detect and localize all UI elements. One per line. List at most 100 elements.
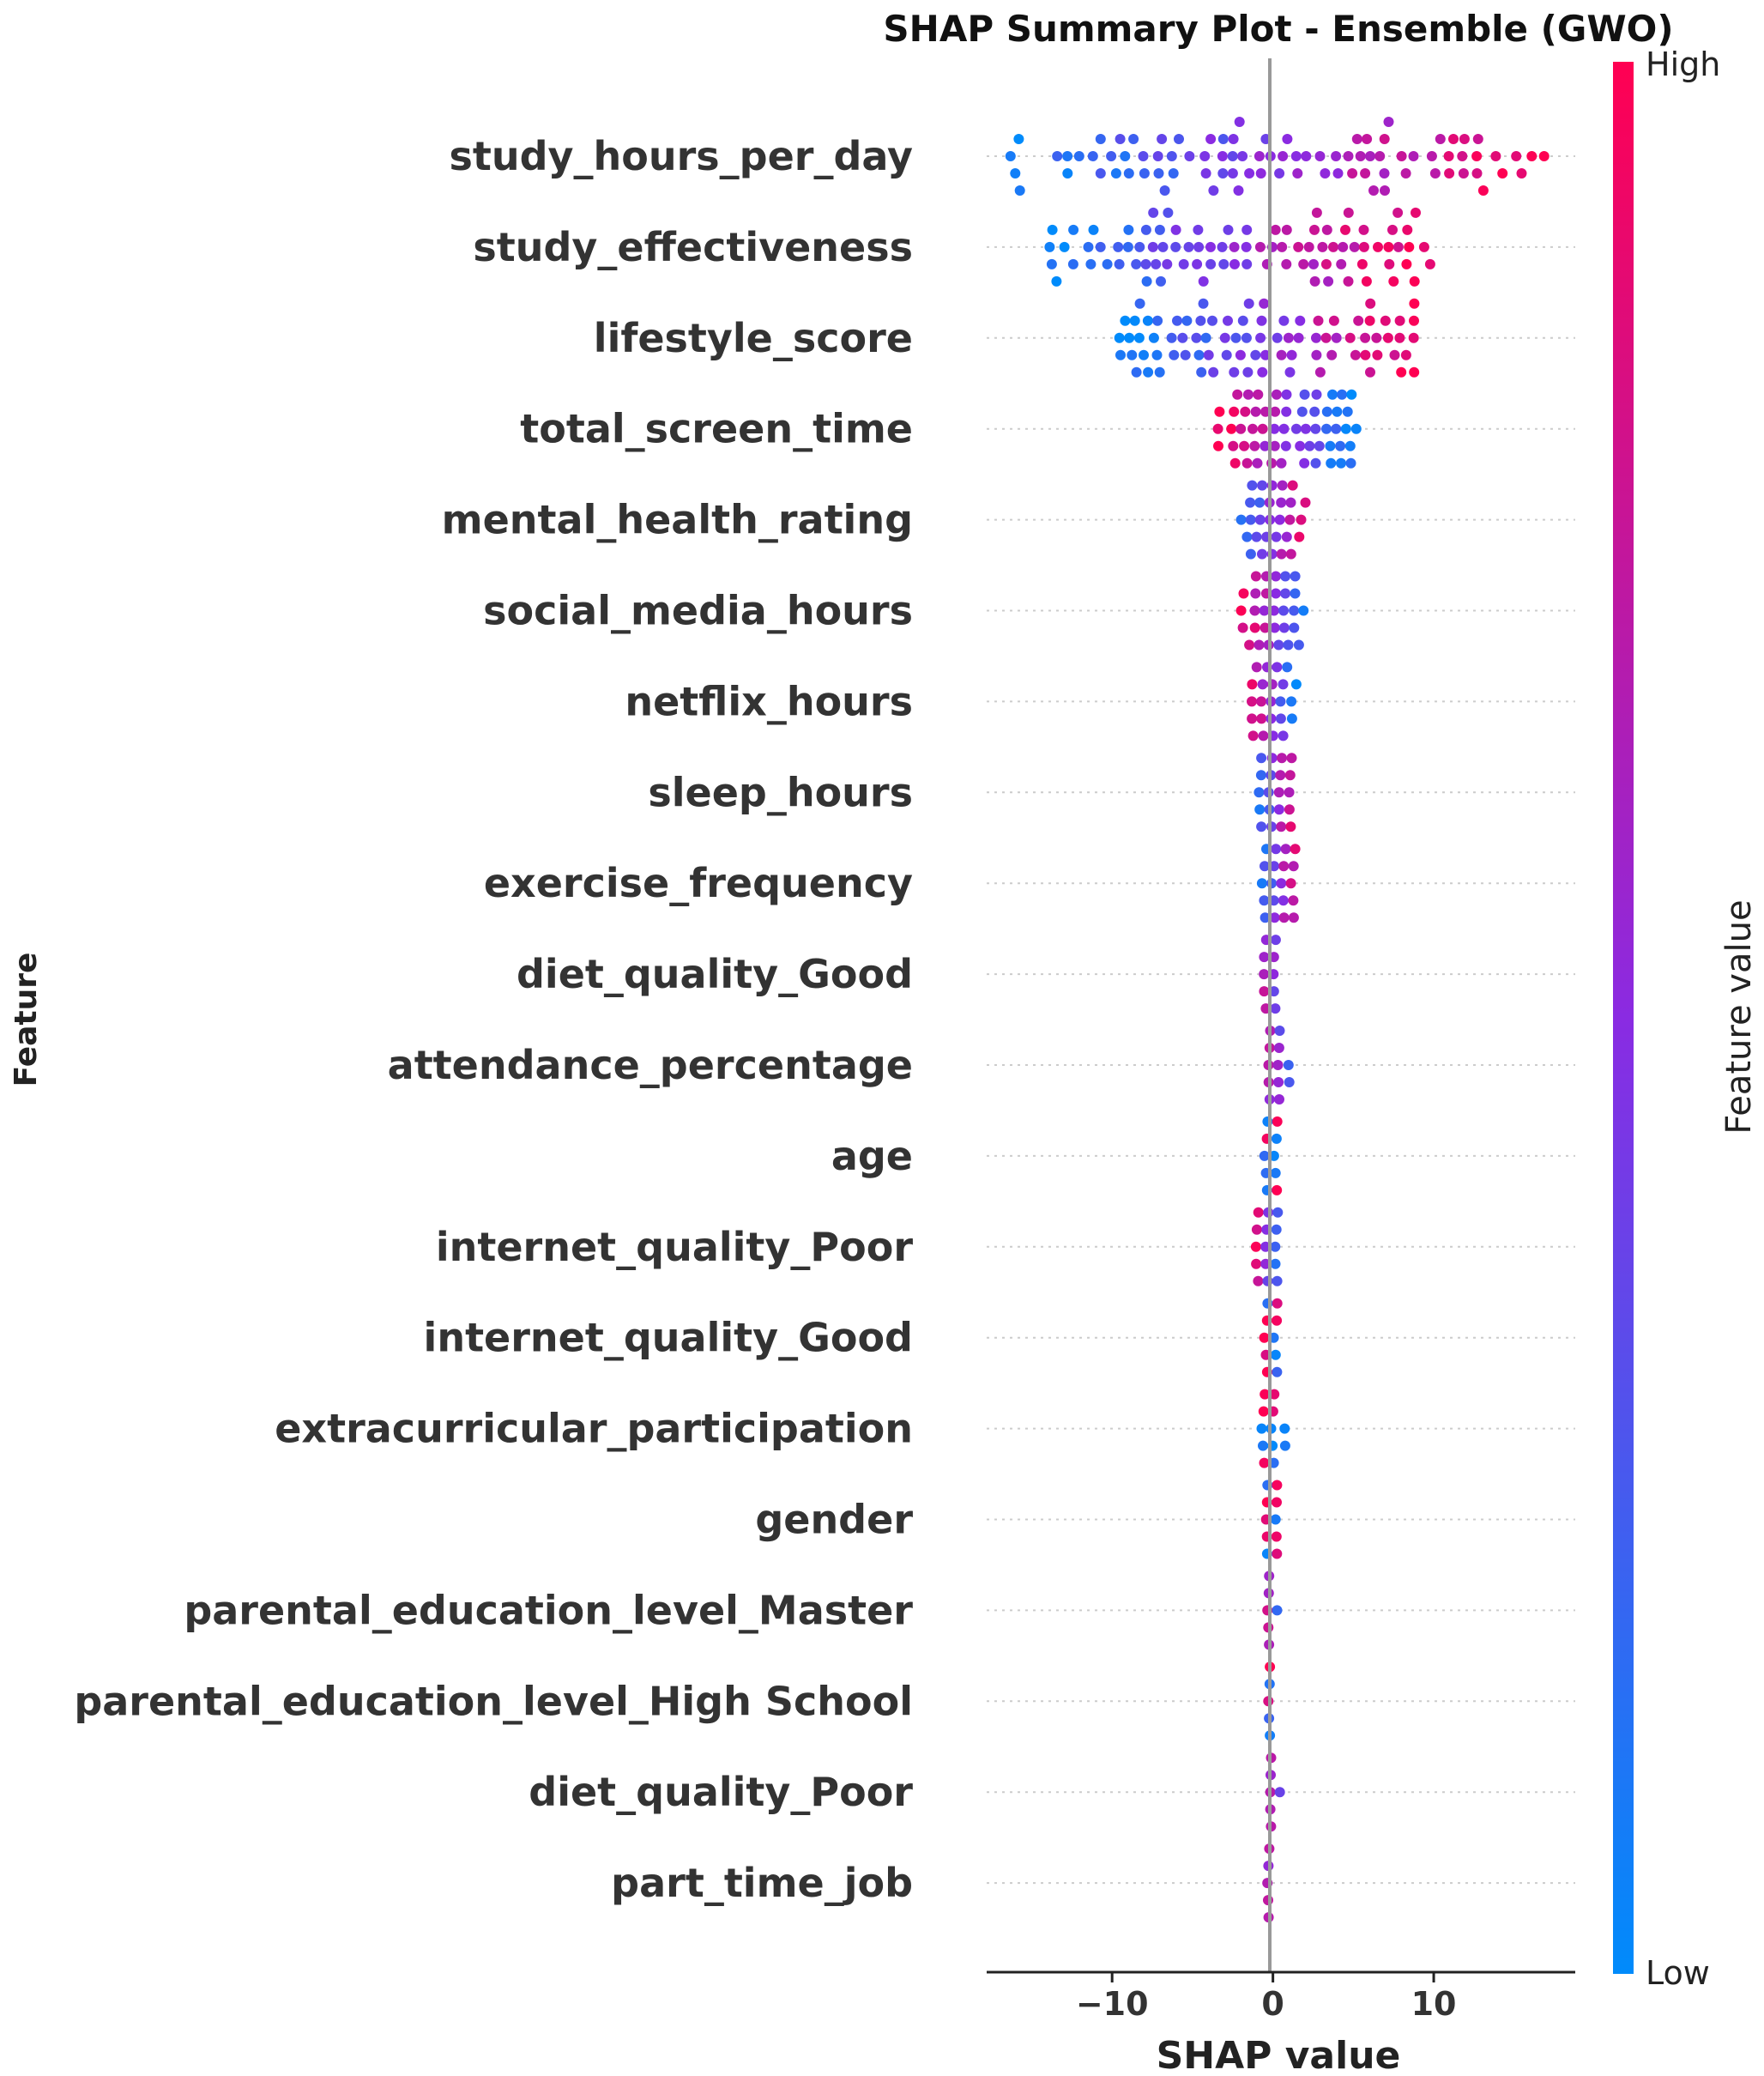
shap-point [1229,457,1241,469]
shap-point [1349,241,1360,252]
shap-point [1317,241,1328,252]
shap-point [1294,531,1305,542]
shap-point [1273,639,1284,651]
shap-point [1278,895,1289,906]
shap-point [1270,935,1281,946]
shap-point [1120,315,1131,326]
shap-point [1147,241,1158,252]
shap-point [1284,787,1295,798]
shap-point [1221,349,1232,360]
shap-point [1444,168,1455,179]
shap-point [1365,151,1375,161]
shap-point [1327,389,1338,400]
shap-point [1286,349,1297,360]
shap-point [1361,275,1372,287]
shap-point [1258,730,1269,741]
shap-point [1235,349,1246,360]
shap-point [1271,844,1282,855]
shap-point [1205,134,1217,144]
shap-point [1288,861,1299,872]
shap-point [1257,423,1268,434]
shap-point [1344,332,1356,343]
shap-point [1290,423,1302,434]
shap-point [1344,440,1356,451]
shap-point [1133,332,1145,343]
shap-point [1287,480,1298,491]
shap-point [1335,440,1346,451]
shap-point [1266,878,1278,889]
shap-point [1250,571,1261,582]
shap-point [1331,332,1342,343]
shap-point [1271,531,1282,542]
shap-point [1426,151,1437,161]
shap-point [1241,241,1252,252]
shap-point [1254,497,1266,508]
colorbar-low-label: Low [1646,1954,1710,1992]
shap-point [1272,1207,1284,1218]
shap-point [1212,423,1223,434]
shap-point [1311,332,1321,343]
feature-label: internet_quality_Poor [436,1224,913,1270]
shap-point [1278,151,1289,161]
shap-point [1290,679,1302,690]
shap-point [1278,605,1289,616]
shap-point [1235,423,1247,434]
shap-point [1272,1275,1283,1286]
shap-point [1278,861,1290,872]
shap-point [1272,1605,1283,1616]
shap-point [1255,770,1266,781]
shap-point [1115,134,1126,144]
shap-point [1256,315,1267,326]
shap-point [1282,662,1293,673]
shap-point [1083,241,1094,252]
shap-point [1266,457,1278,469]
shap-point [1271,588,1281,599]
shap-point [1331,423,1342,434]
shap-point [1260,622,1271,633]
shap-point [1309,224,1320,235]
shap-point [1245,497,1256,508]
shap-point [1254,241,1266,252]
colorbar-title: Feature value [1719,899,1759,1134]
shap-point [1163,207,1174,218]
shap-point [1382,332,1393,343]
shap-point [1122,241,1133,252]
shap-point [1095,168,1106,179]
shap-point [1227,168,1238,179]
shap-point [1281,406,1292,417]
shap-point [1270,1167,1281,1178]
shap-point [1276,349,1287,360]
shap-point [1283,639,1294,651]
shap-point [1256,878,1267,889]
shap-point [1288,895,1299,906]
shap-point [1143,366,1154,378]
feature-label: part_time_job [611,1860,913,1906]
shap-point [1328,241,1338,252]
chart-title: SHAP Summary Plot - Ensemble (GWO) [883,8,1673,50]
shap-point [1290,151,1302,161]
shap-point [1245,514,1256,525]
shap-point [1516,168,1527,179]
x-tick-label: −10 [1076,1985,1149,2023]
shap-point [1360,349,1371,360]
shap-point [1256,1423,1267,1434]
shap-point [1153,168,1164,179]
shap-point [1328,315,1339,326]
shap-point [1356,258,1368,269]
shap-point [1285,821,1296,832]
shap-point [1271,389,1282,400]
shap-point [1272,662,1283,673]
shap-point [1272,1116,1283,1127]
feature-label: social_media_hours [483,588,913,634]
shap-point [1046,258,1057,269]
shap-point [1285,878,1296,889]
shap-point [1255,168,1266,179]
x-axis-ticks: −10 0 10 [1076,1972,1457,2023]
shap-point [1271,571,1281,582]
shap-point [1274,1094,1284,1105]
shap-point [1237,151,1248,161]
shap-point [1284,514,1296,525]
shap-point [1270,1258,1281,1269]
shap-point [1148,207,1159,218]
